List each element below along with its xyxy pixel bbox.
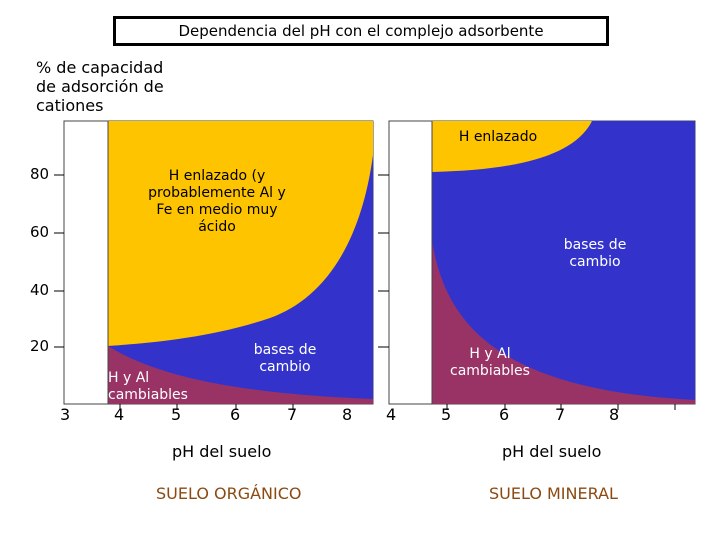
x-tick-label: 5 bbox=[171, 405, 182, 424]
y-tick-marks bbox=[54, 174, 389, 348]
chart-title: Dependencia del pH con el complejo adsor… bbox=[113, 16, 609, 46]
h-al-exchangeable-region bbox=[108, 346, 373, 404]
h-bound-label-line: H enlazado bbox=[458, 129, 538, 145]
h-al-exchangeable-label-line: cambiables bbox=[108, 387, 188, 403]
x-tick-label: 8 bbox=[342, 405, 353, 424]
exchange-bases-label-line: bases de bbox=[253, 342, 317, 358]
y-tick-label: 40 bbox=[30, 281, 50, 299]
soil-type-label: SUELO MINERAL bbox=[489, 484, 618, 503]
exchange-bases-label-line: bases de bbox=[563, 237, 627, 253]
y-axis-label-line: cationes bbox=[36, 96, 104, 115]
h-bound-region bbox=[432, 121, 592, 172]
exchange-bases-label: bases de cambio bbox=[240, 342, 330, 376]
h-al-exchangeable-label-line: H y Al bbox=[469, 346, 511, 362]
h-bound-label-line: ácido bbox=[198, 219, 236, 235]
y-tick-label: 20 bbox=[30, 337, 50, 355]
x-tick-label: 7 bbox=[555, 405, 566, 424]
x-tick-label: 5 bbox=[441, 405, 452, 424]
exchange-bases-label: bases de cambio bbox=[555, 237, 635, 271]
h-bound-label-line: H enlazado (y bbox=[168, 168, 266, 184]
panel-organic bbox=[63, 120, 374, 405]
h-al-exchangeable-label-line: cambiables bbox=[450, 363, 530, 379]
soil-type-label: SUELO ORGÁNICO bbox=[156, 484, 302, 503]
x-tick-label: 8 bbox=[609, 405, 620, 424]
x-axis-label: pH del suelo bbox=[502, 442, 602, 461]
y-tick-label: 60 bbox=[30, 223, 50, 241]
x-tick-label: 3 bbox=[60, 405, 71, 424]
h-bound-label: H enlazado bbox=[448, 129, 548, 146]
x-tick-marks bbox=[119, 404, 676, 410]
y-tick-label: 80 bbox=[30, 165, 50, 183]
h-al-exchangeable-region bbox=[432, 240, 695, 404]
panel-mineral bbox=[388, 120, 696, 405]
y-axis-label: % de capacidad de adsorción de cationes bbox=[36, 58, 206, 115]
exchange-bases-label-line: cambio bbox=[569, 254, 621, 270]
h-al-exchangeable-label: H y Al cambiables bbox=[108, 370, 200, 404]
x-tick-label: 6 bbox=[230, 405, 241, 424]
x-tick-label: 7 bbox=[287, 405, 298, 424]
h-al-exchangeable-label-line: H y Al bbox=[108, 370, 150, 386]
y-axis-label-line: % de capacidad bbox=[36, 58, 164, 77]
h-bound-label: H enlazado (y probablemente Al y Fe en m… bbox=[132, 168, 302, 236]
h-bound-label-line: probablemente Al y bbox=[148, 185, 286, 201]
x-tick-label: 4 bbox=[114, 405, 125, 424]
x-tick-label: 6 bbox=[499, 405, 510, 424]
x-axis-label: pH del suelo bbox=[172, 442, 272, 461]
x-tick-label: 4 bbox=[386, 405, 397, 424]
h-al-exchangeable-label: H y Al cambiables bbox=[440, 346, 540, 380]
exchange-bases-label-line: cambio bbox=[259, 359, 311, 375]
h-bound-label-line: Fe en medio muy bbox=[156, 202, 278, 218]
y-axis-label-line: de adsorción de bbox=[36, 77, 164, 96]
h-bound-region bbox=[108, 121, 373, 346]
